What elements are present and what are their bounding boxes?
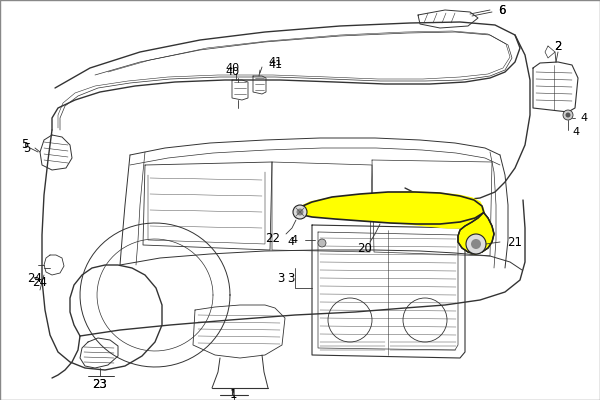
Text: 2: 2 bbox=[554, 40, 562, 52]
Text: 2: 2 bbox=[554, 40, 562, 52]
Text: 24: 24 bbox=[32, 276, 47, 288]
Text: 5: 5 bbox=[20, 138, 28, 152]
Polygon shape bbox=[458, 213, 494, 254]
Text: 5: 5 bbox=[23, 142, 30, 154]
Text: 23: 23 bbox=[92, 378, 107, 392]
Text: 4: 4 bbox=[572, 127, 579, 137]
Text: 41: 41 bbox=[268, 60, 282, 70]
Circle shape bbox=[293, 205, 307, 219]
Text: 41: 41 bbox=[268, 57, 282, 67]
Text: 4: 4 bbox=[288, 237, 295, 247]
Text: 6: 6 bbox=[498, 4, 505, 16]
Polygon shape bbox=[298, 192, 485, 228]
Circle shape bbox=[471, 239, 481, 249]
Circle shape bbox=[563, 110, 573, 120]
Text: 40: 40 bbox=[225, 67, 239, 77]
Text: 24: 24 bbox=[28, 272, 43, 284]
Text: 40: 40 bbox=[225, 63, 239, 73]
Text: 20: 20 bbox=[358, 242, 373, 254]
Circle shape bbox=[318, 239, 326, 247]
Text: 1: 1 bbox=[229, 388, 237, 400]
Circle shape bbox=[296, 208, 304, 216]
Circle shape bbox=[566, 112, 571, 118]
Text: 3: 3 bbox=[287, 272, 295, 284]
Text: 23: 23 bbox=[92, 378, 107, 390]
Text: 6: 6 bbox=[498, 4, 505, 16]
Text: 21: 21 bbox=[507, 236, 522, 248]
Text: 4: 4 bbox=[291, 235, 298, 245]
Text: 4: 4 bbox=[580, 113, 587, 123]
Circle shape bbox=[466, 234, 486, 254]
Text: 3: 3 bbox=[278, 272, 285, 284]
Text: 22: 22 bbox=[265, 232, 280, 244]
